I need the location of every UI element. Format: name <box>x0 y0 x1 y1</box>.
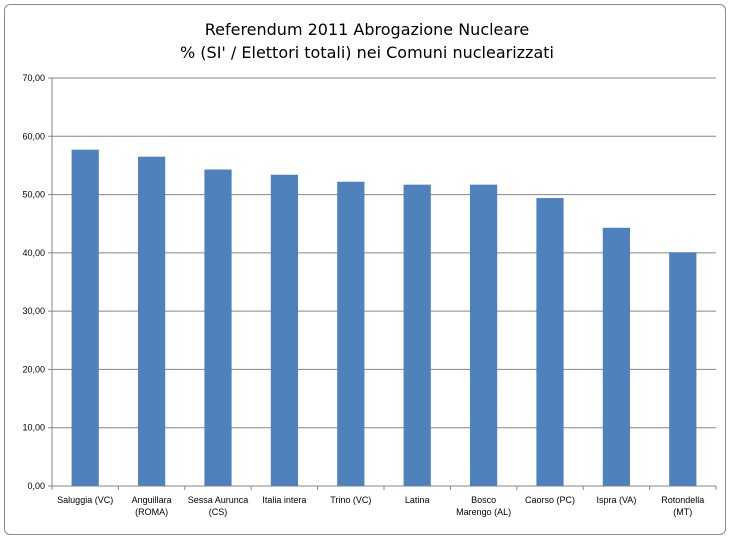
y-tick-label: 20,00 <box>22 364 45 374</box>
y-tick-label: 60,00 <box>22 131 45 141</box>
bar <box>403 184 431 487</box>
x-tick-label: (ROMA) <box>135 507 168 517</box>
chart-title-line-2: % (SI' / Elettori totali) nei Comuni nuc… <box>180 43 554 62</box>
x-tick-label: Italia intera <box>262 495 306 505</box>
y-tick-label: 40,00 <box>22 248 45 258</box>
x-tick-label: Bosco <box>471 495 496 505</box>
x-tick-label: Saluggia (VC) <box>57 495 113 505</box>
x-tick-label: (CS) <box>209 507 228 517</box>
y-tick-label: 70,00 <box>22 73 45 83</box>
x-tick-label: Caorso (PC) <box>525 495 575 505</box>
x-tick-label: Ispra (VA) <box>596 495 636 505</box>
bar <box>270 174 299 487</box>
bar <box>337 181 365 486</box>
chart-title-line-1: Referendum 2011 Abrogazione Nucleare <box>204 20 530 39</box>
y-tick-label: 10,00 <box>22 423 45 433</box>
bar <box>669 252 697 486</box>
x-tick-label: (MT) <box>673 507 692 517</box>
x-tick-label: Rotondella <box>661 495 704 505</box>
x-tick-label: Sessa Aurunca <box>188 495 249 505</box>
y-tick-label: 0,00 <box>27 481 45 491</box>
y-tick-label: 30,00 <box>22 306 45 316</box>
bar <box>204 169 232 486</box>
x-tick-label: Marengo (AL) <box>456 507 511 517</box>
x-tick-label: Latina <box>405 495 430 505</box>
y-tick-label: 50,00 <box>22 190 45 200</box>
x-tick-label: Anguillara <box>132 495 172 505</box>
bar <box>71 149 99 487</box>
bar <box>536 198 564 486</box>
bar <box>137 156 166 486</box>
bar <box>469 184 498 487</box>
bar <box>602 227 631 486</box>
x-tick-label: Trino (VC) <box>330 495 371 505</box>
